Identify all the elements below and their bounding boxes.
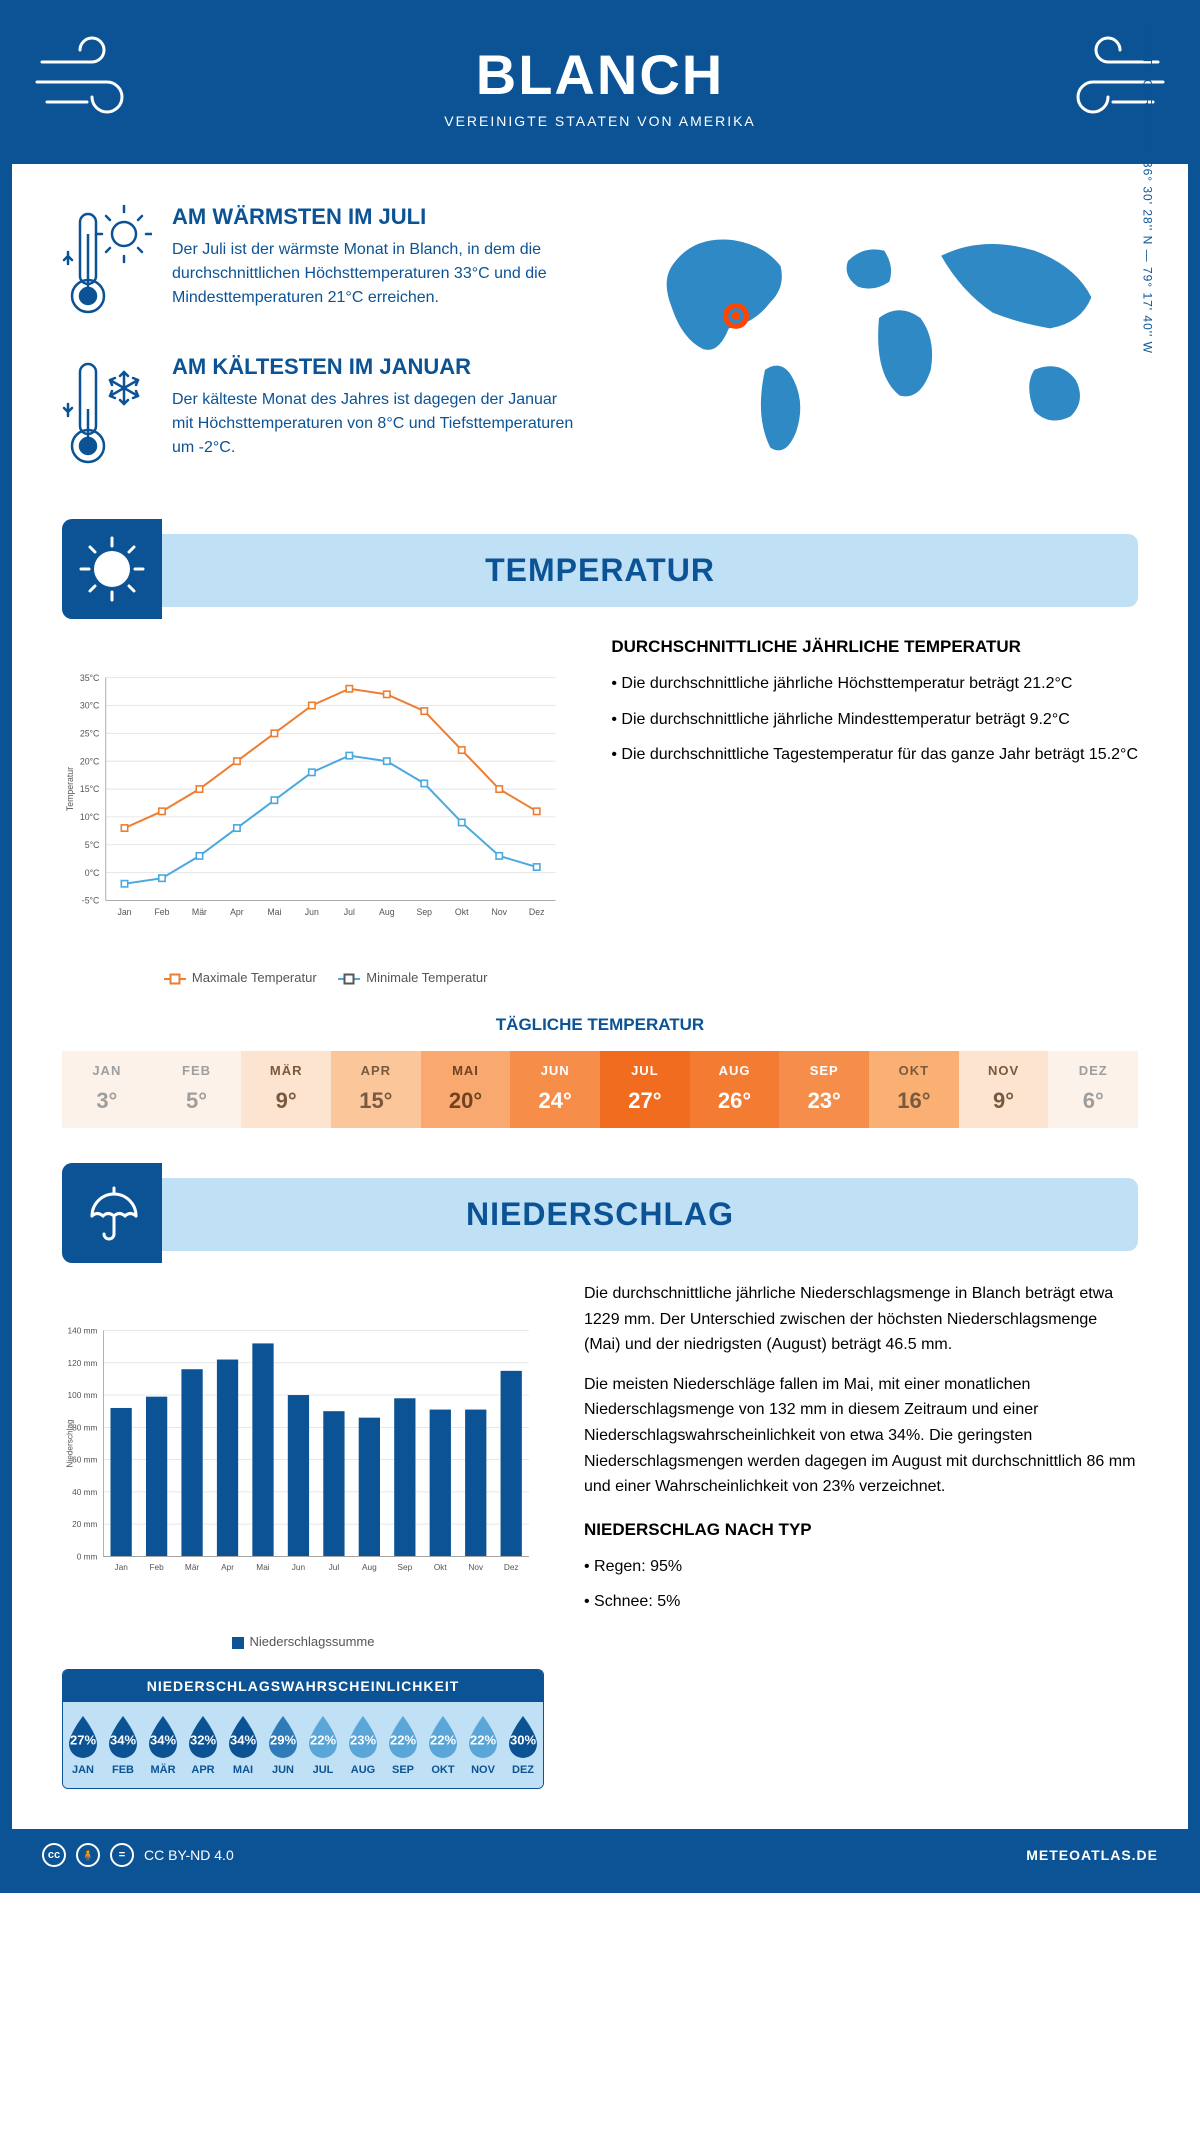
- content: AM WÄRMSTEN IM JULI Der Juli ist der wär…: [12, 164, 1188, 1829]
- precip-legend: Niederschlagssumme: [62, 1634, 544, 1649]
- fact-coldest: AM KÄLTESTEN IM JANUAR Der kälteste Mona…: [62, 354, 580, 474]
- daily-temp-title: TÄGLICHE TEMPERATUR: [62, 1015, 1138, 1035]
- svg-text:5°C: 5°C: [85, 840, 100, 850]
- svg-text:20°C: 20°C: [80, 756, 100, 766]
- svg-text:60 mm: 60 mm: [72, 1456, 97, 1465]
- nd-icon: =: [110, 1843, 134, 1867]
- svg-text:Nov: Nov: [468, 1563, 484, 1572]
- precipitation-chart: 0 mm 20 mm 40 mm 60 mm 80 mm 100 mm 120 mm 140 …: [62, 1281, 544, 1621]
- temp-legend: .lg:nth-of-type(1)::after{border-color:#…: [62, 970, 571, 985]
- world-map-svg: [620, 204, 1138, 473]
- fact-cold-title: AM KÄLTESTEN IM JANUAR: [172, 354, 580, 380]
- svg-text:-5°C: -5°C: [82, 896, 100, 906]
- fact-cold-text: Der kälteste Monat des Jahres ist dagege…: [172, 388, 580, 460]
- svg-text:35°C: 35°C: [80, 673, 100, 683]
- fact-warm-title: AM WÄRMSTEN IM JULI: [172, 204, 580, 230]
- svg-text:Apr: Apr: [221, 1563, 234, 1572]
- svg-text:120 mm: 120 mm: [68, 1359, 98, 1368]
- section-title: NIEDERSCHLAG: [62, 1196, 1138, 1233]
- cc-icon: cc: [42, 1843, 66, 1867]
- svg-text:Temperatur: Temperatur: [65, 767, 75, 811]
- header: BLANCH VEREINIGTE STAATEN VON AMERIKA: [12, 12, 1188, 164]
- svg-text:Aug: Aug: [379, 907, 395, 917]
- coordinates: NORTH CAROLINA 36° 30' 28'' N — 79° 17' …: [1141, 27, 1155, 354]
- location-title: BLANCH: [32, 42, 1168, 107]
- svg-text:140 mm: 140 mm: [68, 1327, 98, 1336]
- svg-text:Jul: Jul: [329, 1563, 340, 1572]
- svg-text:100 mm: 100 mm: [68, 1391, 98, 1400]
- infographic-frame: BLANCH VEREINIGTE STAATEN VON AMERIKA AM…: [0, 0, 1200, 1893]
- thermometer-sun-icon: [62, 204, 152, 324]
- wind-icon-left: [32, 32, 172, 132]
- location-subtitle: VEREINIGTE STAATEN VON AMERIKA: [32, 113, 1168, 129]
- fact-warm-text: Der Juli ist der wärmste Monat in Blanch…: [172, 238, 580, 310]
- svg-text:20 mm: 20 mm: [72, 1520, 97, 1529]
- svg-text:80 mm: 80 mm: [72, 1423, 97, 1432]
- section-title: TEMPERATUR: [62, 552, 1138, 589]
- svg-text:Jan: Jan: [117, 907, 131, 917]
- umbrella-icon: [62, 1163, 162, 1263]
- svg-text:Okt: Okt: [455, 907, 469, 917]
- svg-text:25°C: 25°C: [80, 729, 100, 739]
- precip-probability: NIEDERSCHLAGSWAHRSCHEINLICHKEIT 27%JAN34…: [62, 1669, 544, 1789]
- thermometer-snow-icon: [62, 354, 152, 474]
- section-temperature: TEMPERATUR: [62, 534, 1138, 607]
- svg-text:Mai: Mai: [267, 907, 281, 917]
- fact-warmest: AM WÄRMSTEN IM JULI Der Juli ist der wär…: [62, 204, 580, 324]
- by-icon: 🧍: [76, 1843, 100, 1867]
- svg-text:0°C: 0°C: [85, 868, 100, 878]
- svg-text:10°C: 10°C: [80, 812, 100, 822]
- svg-text:30°C: 30°C: [80, 701, 100, 711]
- svg-text:Mär: Mär: [192, 907, 207, 917]
- svg-text:Dez: Dez: [529, 907, 545, 917]
- precipitation-text: Die durchschnittliche jährliche Niedersc…: [584, 1281, 1138, 1625]
- svg-text:0 mm: 0 mm: [77, 1552, 98, 1561]
- svg-text:Jun: Jun: [292, 1563, 306, 1572]
- svg-text:Niederschlag: Niederschlag: [66, 1419, 75, 1468]
- svg-text:Aug: Aug: [362, 1563, 377, 1572]
- svg-text:Sep: Sep: [416, 907, 432, 917]
- svg-text:Nov: Nov: [491, 907, 507, 917]
- svg-text:Feb: Feb: [154, 907, 169, 917]
- svg-text:15°C: 15°C: [80, 784, 100, 794]
- svg-text:Dez: Dez: [504, 1563, 519, 1572]
- temperature-chart: -5°C 0°C 5°C 10°C 15°C 20°C 25°C 30°C 35°C Temper…: [62, 637, 571, 985]
- world-map: NORTH CAROLINA 36° 30' 28'' N — 79° 17' …: [620, 204, 1138, 504]
- svg-text:Mai: Mai: [256, 1563, 269, 1572]
- svg-text:Jan: Jan: [114, 1563, 128, 1572]
- svg-text:Mär: Mär: [185, 1563, 199, 1572]
- svg-text:Jul: Jul: [344, 907, 355, 917]
- daily-temp-table: JAN3°FEB5°MÄR9°APR15°MAI20°JUN24°JUL27°A…: [62, 1051, 1138, 1128]
- temperature-stats: DURCHSCHNITTLICHE JÄHRLICHE TEMPERATUR •…: [611, 637, 1138, 778]
- svg-text:Feb: Feb: [149, 1563, 164, 1572]
- intro-grid: AM WÄRMSTEN IM JULI Der Juli ist der wär…: [62, 204, 1138, 504]
- svg-text:Jun: Jun: [305, 907, 319, 917]
- site-name: METEOATLAS.DE: [1026, 1847, 1158, 1863]
- svg-text:40 mm: 40 mm: [72, 1488, 97, 1497]
- license-text: CC BY-ND 4.0: [144, 1847, 234, 1863]
- svg-text:Apr: Apr: [230, 907, 244, 917]
- svg-text:Okt: Okt: [434, 1563, 448, 1572]
- footer: cc 🧍 = CC BY-ND 4.0 METEOATLAS.DE: [12, 1829, 1188, 1881]
- svg-text:Sep: Sep: [397, 1563, 412, 1572]
- section-precipitation: NIEDERSCHLAG: [62, 1178, 1138, 1251]
- sun-icon: [62, 519, 162, 619]
